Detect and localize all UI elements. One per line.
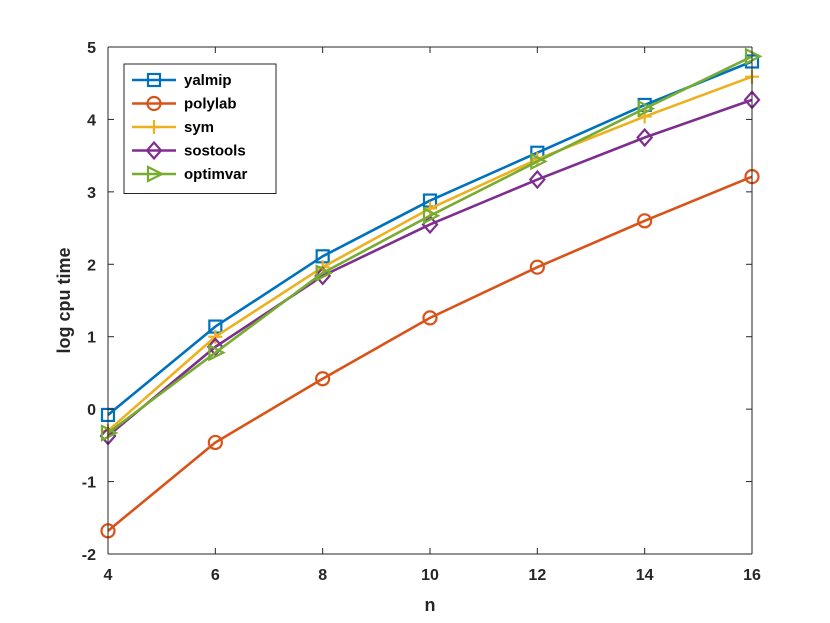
series-line-sostools [107, 98, 753, 437]
data-point-sostools [206, 337, 224, 357]
legend-item-sostools: sostools [132, 140, 246, 161]
data-point-sostools [528, 169, 546, 190]
y-tick-label: 1 [87, 330, 96, 347]
y-tick-label: 4 [87, 112, 96, 129]
y-tick-label: 0 [87, 402, 96, 419]
legend-item-yalmip: yalmip [132, 72, 232, 89]
legend-item-polylab: polylab [132, 96, 237, 113]
y-tick-label: 2 [87, 257, 96, 274]
y-tick-label: -2 [82, 547, 96, 564]
legend-marker-sostools [145, 140, 163, 161]
series-sostools [99, 90, 761, 446]
x-axis-label: n [425, 595, 436, 615]
data-point-optimvar [422, 206, 441, 225]
data-point-optimvar [530, 152, 548, 171]
legend-marker-sym [147, 120, 161, 134]
legend-label-yalmip: yalmip [184, 72, 232, 89]
series-group [99, 47, 763, 539]
legend-item-sym: sym [132, 119, 214, 136]
data-point-sym [208, 329, 223, 344]
data-point-polylab [637, 213, 653, 229]
data-point-polylab [529, 259, 545, 275]
legend-label-polylab: polylab [184, 96, 237, 113]
data-point-optimvar [100, 424, 119, 442]
series-line-optimvar [107, 55, 753, 435]
x-tick-label: 8 [318, 567, 327, 584]
y-tick-label: 5 [87, 40, 96, 57]
data-point-optimvar [744, 47, 763, 66]
legend: yalmip polylab sym sostools optimvar [123, 63, 277, 194]
x-tick-label: 4 [104, 567, 113, 584]
y-axis-label: log cpu time [54, 247, 74, 353]
legend-marker-polylab [146, 95, 162, 112]
data-point-polylab [315, 371, 331, 387]
legend-marker-yalmip [146, 72, 162, 88]
y-tick-label: 3 [87, 185, 96, 202]
data-point-polylab [422, 310, 438, 326]
data-point-optimvar [315, 264, 334, 282]
legend-item-optimvar: optimvar [132, 165, 248, 183]
legend-marker-optimvar [146, 165, 165, 183]
series-optimvar [100, 47, 763, 442]
data-point-optimvar [208, 343, 226, 362]
x-tick-label: 10 [421, 567, 439, 584]
x-tick-label: 12 [528, 567, 546, 584]
legend-label-sostools: sostools [184, 143, 246, 160]
series-line-polylab [107, 175, 753, 532]
legend-label-sym: sym [184, 119, 214, 136]
x-tick-label: 6 [211, 567, 220, 584]
legend-label-optimvar: optimvar [184, 166, 248, 183]
x-tick-label: 14 [636, 567, 654, 584]
data-point-sostools [636, 127, 654, 148]
data-point-polylab [207, 434, 223, 451]
data-point-sostools [314, 266, 332, 286]
data-point-optimvar [637, 99, 656, 118]
y-tick-label: -1 [82, 475, 96, 492]
x-tick-label: 16 [743, 567, 761, 584]
